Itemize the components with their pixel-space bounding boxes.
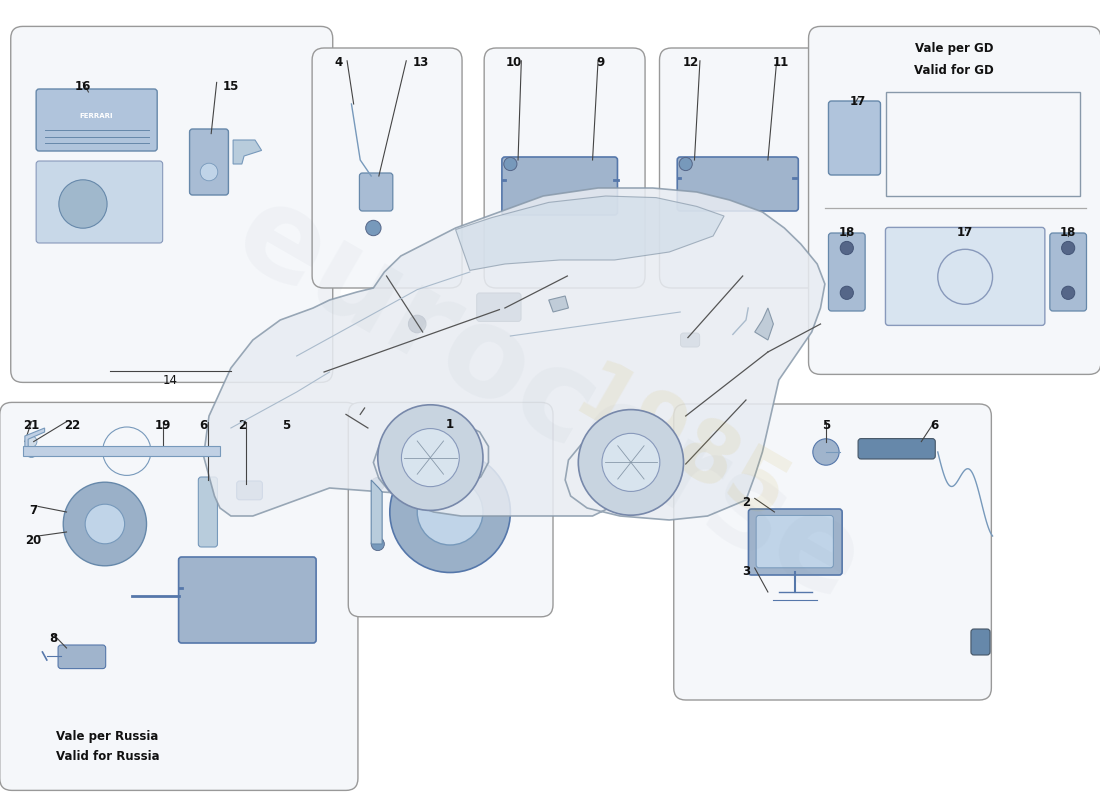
Text: 6: 6 <box>199 419 208 432</box>
Text: 6: 6 <box>931 419 938 432</box>
Circle shape <box>371 478 384 490</box>
Polygon shape <box>233 140 262 164</box>
FancyBboxPatch shape <box>808 26 1100 374</box>
Text: 18: 18 <box>1060 226 1077 239</box>
Text: 4: 4 <box>334 56 342 69</box>
FancyBboxPatch shape <box>360 173 393 211</box>
FancyBboxPatch shape <box>189 129 229 195</box>
Text: FERRARI: FERRARI <box>79 113 113 119</box>
Circle shape <box>504 158 517 170</box>
Polygon shape <box>549 296 569 312</box>
Circle shape <box>200 163 218 181</box>
FancyBboxPatch shape <box>58 645 106 669</box>
FancyBboxPatch shape <box>36 161 163 243</box>
FancyBboxPatch shape <box>828 101 880 175</box>
Text: 21: 21 <box>23 419 40 432</box>
Text: 16: 16 <box>75 80 91 93</box>
Circle shape <box>679 158 692 170</box>
Text: 18: 18 <box>838 226 855 239</box>
Text: 5: 5 <box>282 419 289 432</box>
Text: 1: 1 <box>446 418 454 430</box>
Text: 2: 2 <box>238 419 246 432</box>
Text: 17: 17 <box>957 226 974 239</box>
Circle shape <box>26 446 37 458</box>
Circle shape <box>602 434 660 491</box>
Circle shape <box>63 482 146 566</box>
Text: 11: 11 <box>773 56 789 69</box>
Text: Valid for GD: Valid for GD <box>914 64 994 77</box>
Text: 3: 3 <box>741 565 750 578</box>
FancyBboxPatch shape <box>748 509 843 575</box>
Text: 9: 9 <box>596 56 604 69</box>
FancyBboxPatch shape <box>0 402 358 790</box>
FancyBboxPatch shape <box>502 157 617 215</box>
Circle shape <box>840 286 854 299</box>
Text: 22: 22 <box>64 419 80 432</box>
Text: 13: 13 <box>412 56 429 69</box>
FancyBboxPatch shape <box>349 402 553 617</box>
Text: 14: 14 <box>163 374 178 386</box>
Text: 15: 15 <box>222 80 239 93</box>
Circle shape <box>408 315 426 333</box>
Text: 19: 19 <box>155 419 172 432</box>
Circle shape <box>813 438 839 465</box>
Text: 1985: 1985 <box>560 355 801 541</box>
FancyBboxPatch shape <box>674 404 991 700</box>
Circle shape <box>389 451 510 573</box>
Polygon shape <box>371 480 382 544</box>
Text: Vale per GD: Vale per GD <box>915 42 993 54</box>
Circle shape <box>840 242 854 254</box>
FancyBboxPatch shape <box>11 26 332 382</box>
Text: 12: 12 <box>683 56 700 69</box>
FancyBboxPatch shape <box>236 481 263 500</box>
FancyBboxPatch shape <box>36 89 157 151</box>
Circle shape <box>377 405 483 510</box>
Circle shape <box>352 417 373 439</box>
FancyBboxPatch shape <box>1049 233 1087 311</box>
Text: 7: 7 <box>30 504 37 517</box>
Text: 5: 5 <box>822 419 830 432</box>
FancyBboxPatch shape <box>312 48 462 288</box>
FancyBboxPatch shape <box>971 629 990 655</box>
FancyBboxPatch shape <box>886 227 1045 326</box>
Polygon shape <box>23 446 220 456</box>
Circle shape <box>1062 242 1075 254</box>
Text: 20: 20 <box>25 534 42 546</box>
Text: 2: 2 <box>741 496 750 509</box>
Text: 8: 8 <box>50 632 57 645</box>
Polygon shape <box>25 428 45 453</box>
FancyBboxPatch shape <box>858 438 935 459</box>
Text: Vale per Russia: Vale per Russia <box>56 730 158 743</box>
Circle shape <box>417 479 483 545</box>
Circle shape <box>102 427 151 475</box>
Text: 10: 10 <box>506 56 521 69</box>
Text: 17: 17 <box>849 95 866 108</box>
Circle shape <box>85 504 124 544</box>
FancyBboxPatch shape <box>756 515 834 568</box>
Circle shape <box>1062 286 1075 299</box>
FancyBboxPatch shape <box>678 157 799 211</box>
Circle shape <box>59 180 107 228</box>
Circle shape <box>579 410 683 515</box>
FancyBboxPatch shape <box>681 333 700 347</box>
Text: eurocorse: eurocorse <box>214 172 883 628</box>
FancyBboxPatch shape <box>178 557 316 643</box>
Circle shape <box>365 220 381 236</box>
Polygon shape <box>455 196 724 270</box>
FancyBboxPatch shape <box>198 477 218 547</box>
FancyBboxPatch shape <box>476 293 521 322</box>
Polygon shape <box>204 188 825 520</box>
FancyBboxPatch shape <box>484 48 645 288</box>
Polygon shape <box>755 308 773 340</box>
Circle shape <box>26 436 37 447</box>
Circle shape <box>371 538 384 550</box>
Text: Valid for Russia: Valid for Russia <box>56 750 160 763</box>
FancyBboxPatch shape <box>828 233 865 311</box>
FancyBboxPatch shape <box>660 48 826 288</box>
Circle shape <box>402 429 460 486</box>
